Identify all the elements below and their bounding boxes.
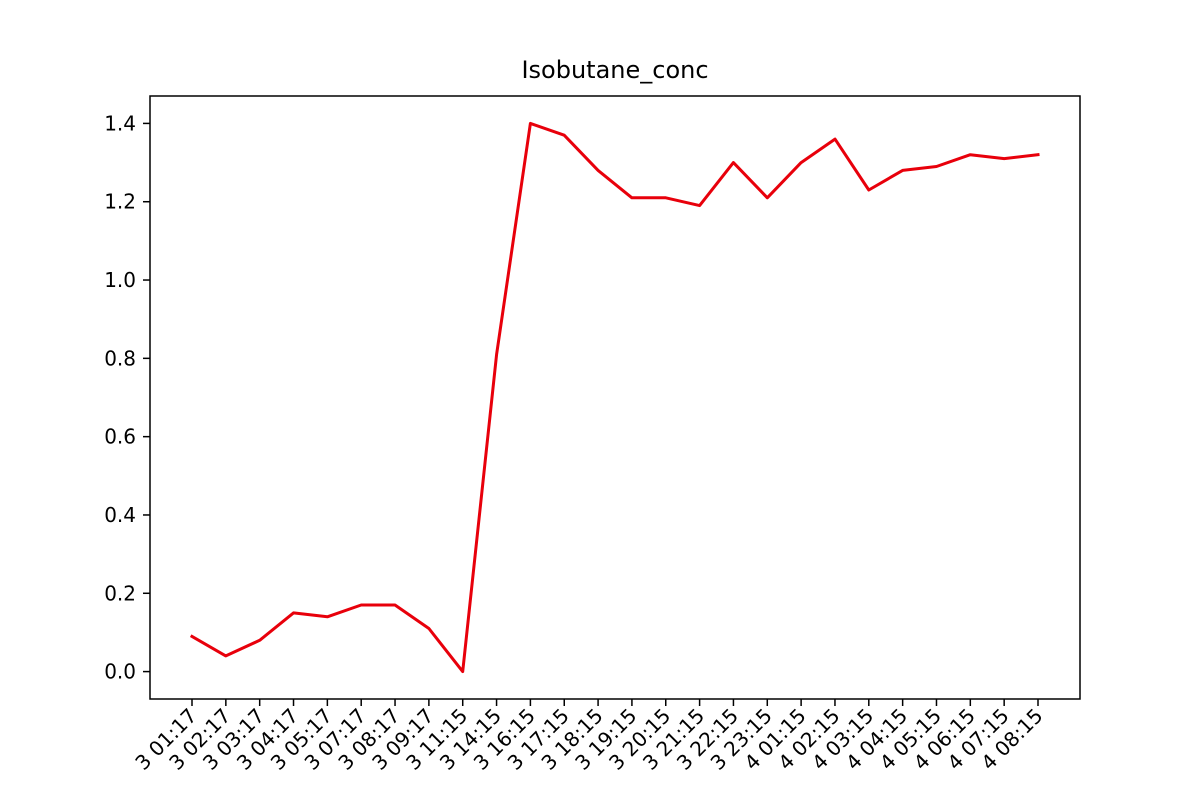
y-tick-label-4: 0.8 (104, 346, 136, 370)
series-layer (189, 121, 1040, 674)
y-tick-label-6: 1.2 (104, 190, 136, 214)
series-line-0 (189, 121, 1040, 674)
y-tick-label-2: 0.4 (104, 503, 136, 527)
y-tick-label-0: 0.0 (104, 660, 136, 684)
y-axis: 0.0 0.2 0.4 0.6 0.8 1.0 1.2 1.4 (104, 111, 150, 684)
x-axis: 3 01:173 02:173 03:173 04:173 05:173 07:… (130, 699, 1048, 775)
y-tick-label-5: 1.0 (104, 268, 136, 292)
y-tick-label-1: 0.2 (104, 581, 136, 605)
y-tick-label-7: 1.4 (104, 111, 136, 135)
chart-title: Isobutane_conc (521, 56, 708, 84)
plot-frame (149, 95, 1081, 700)
y-tick-label-3: 0.6 (104, 425, 136, 449)
